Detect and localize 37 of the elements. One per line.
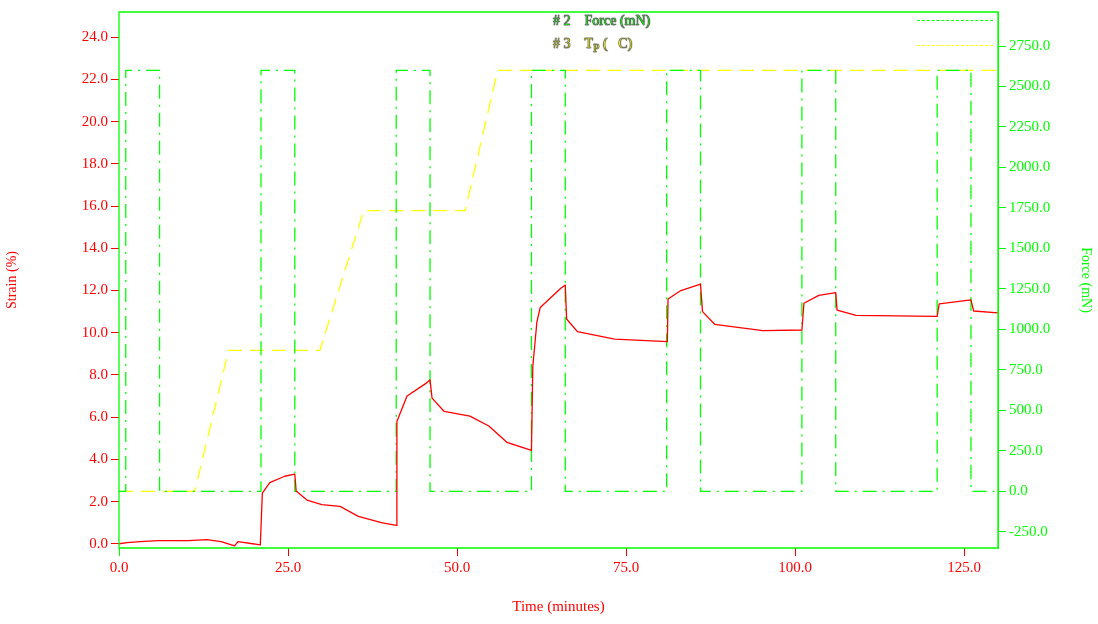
y-tick-label: 16.0 [81, 197, 108, 214]
x-axis-title: Time (minutes) [512, 597, 605, 615]
x-tick-label: 125.0 [947, 558, 982, 575]
y2-tick-label: 1750.0 [1009, 198, 1051, 215]
y-tick-label: 20.0 [81, 112, 108, 129]
y-tick-label: 14.0 [81, 239, 108, 256]
x-tick-label: 100.0 [778, 558, 813, 575]
x-tick-label: 75.0 [612, 558, 640, 575]
y-tick-label: 4.0 [89, 450, 108, 467]
y-tick-label: 24.0 [81, 28, 108, 45]
y-tick-label: 8.0 [89, 365, 108, 382]
series-label: # 3 T$_{P}$ ( C) [553, 36, 633, 55]
y2-tick-label: 2250.0 [1009, 117, 1051, 134]
y2-tick-label: 250.0 [1009, 441, 1043, 458]
x-tick-label: 25.0 [274, 558, 302, 575]
y2-tick-label: 1500.0 [1009, 239, 1051, 256]
y2-tick-label: 1250.0 [1009, 279, 1051, 296]
y2-tick-label: 500.0 [1009, 401, 1043, 418]
y-tick-label: 0.0 [89, 534, 108, 551]
y-tick-label: 10.0 [81, 323, 108, 340]
y2-tick-label: 0.0 [1009, 482, 1028, 499]
y2-tick-label: 2750.0 [1009, 36, 1051, 53]
y-tick-label: 22.0 [81, 70, 108, 87]
x-tick-label: 0.0 [109, 558, 129, 575]
y2-axis-title: Force (mN) [1077, 247, 1094, 314]
y2-tick-label: 750.0 [1009, 360, 1043, 377]
y2-tick-label: 2500.0 [1009, 77, 1051, 94]
y-tick-label: 18.0 [81, 154, 108, 171]
y2-tick-label: 2000.0 [1009, 158, 1051, 175]
text: # 2 Force (mN) [553, 12, 651, 29]
y-tick-label: 2.0 [89, 492, 108, 509]
x-tick-label: 50.0 [443, 558, 471, 575]
y2-tick-label: 1000.0 [1009, 320, 1051, 337]
y-tick-label: 12.0 [81, 281, 108, 298]
y-axis-title: Strain (%) [4, 250, 21, 309]
y-tick-label: 6.0 [89, 408, 108, 425]
y2-tick-label: -250.0 [1009, 522, 1048, 539]
